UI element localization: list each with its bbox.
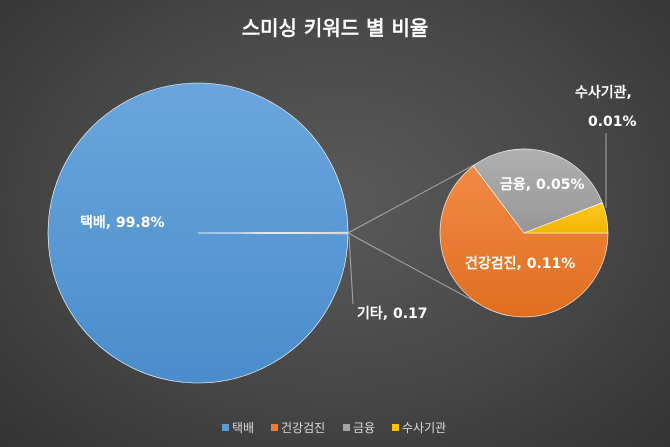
data-label-건강검진: 건강검진, 0.11% xyxy=(465,255,575,272)
connector-lines xyxy=(347,155,491,311)
legend-label-금융: 금융 xyxy=(353,421,375,435)
data-label-금융: 금융, 0.05% xyxy=(500,177,585,193)
legend-label-건강검진: 건강검진 xyxy=(281,421,325,435)
legend-label-택배: 택배 xyxy=(232,421,254,435)
pie-slice-금융 xyxy=(472,148,603,234)
connector-line-bottom xyxy=(347,232,491,311)
pie-slice-택배 xyxy=(47,82,349,384)
data-labels: 택배, 99.8% 기타, 0.17 건강검진, 0.11% 금융, 0.05%… xyxy=(80,84,637,322)
secondary-pie xyxy=(439,148,609,318)
main-pie xyxy=(47,82,349,384)
data-label-수사기관: 수사기관, xyxy=(575,84,632,101)
connector-line-top xyxy=(347,155,491,234)
legend-swatch-수사기관 xyxy=(392,424,399,431)
data-label-수사기관-value: 0.01% xyxy=(588,114,637,130)
pie-slice-건강검진 xyxy=(439,165,609,318)
legend-swatch-택배 xyxy=(222,424,229,431)
leader-line-기타 xyxy=(348,235,354,305)
data-label-기타: 기타, 0.17 xyxy=(357,306,428,322)
legend: 택배 건강검진 금융 수사기관 xyxy=(222,421,446,435)
legend-label-수사기관: 수사기관 xyxy=(402,421,446,435)
chart-title: 스미싱 키워드 별 비율 xyxy=(242,16,429,40)
data-label-택배: 택배, 99.8% xyxy=(80,214,165,231)
legend-swatch-금융 xyxy=(343,424,350,431)
pie-slice-수사기관 xyxy=(523,202,609,234)
legend-swatch-건강검진 xyxy=(271,424,278,431)
